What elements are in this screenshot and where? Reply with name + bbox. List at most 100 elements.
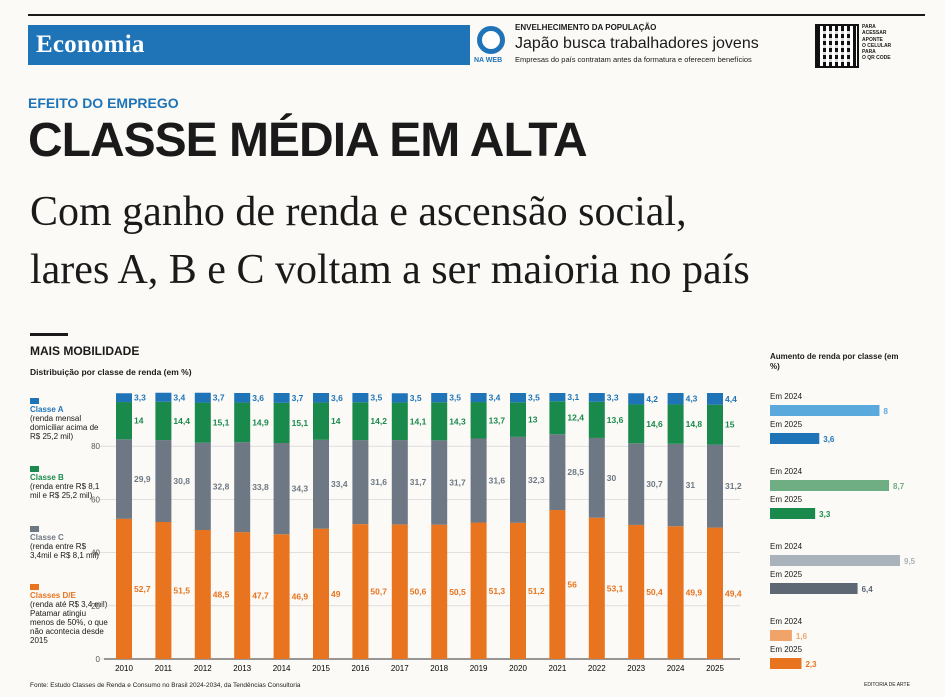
data-label: 3,7: [292, 393, 304, 403]
bar-segment: [549, 434, 566, 511]
bar-segment: [116, 402, 132, 440]
bar-segment: [313, 439, 329, 529]
bar-segment: [234, 532, 251, 659]
x-tick-label: 2013: [233, 664, 251, 673]
bar-segment: [588, 437, 605, 518]
graphic-title: MAIS MOBILIDADE: [30, 344, 140, 358]
bar-segment: [391, 440, 408, 525]
bar-segment: [667, 443, 684, 527]
bar-segment: [431, 393, 448, 403]
web-badge[interactable]: NA WEB: [474, 24, 506, 66]
data-label: 30,7: [646, 479, 663, 489]
data-label: 3,5: [449, 393, 461, 403]
growth-bar: [770, 405, 880, 416]
bar-segment: [628, 393, 645, 405]
bar-segment: [273, 443, 290, 535]
legend-name: Classe C: [30, 533, 64, 542]
bar-segment: [588, 517, 605, 659]
qr-text-line: APONTE: [862, 36, 883, 43]
legend-class-a: Classe A (renda mensal domiciliar acima …: [30, 398, 108, 441]
legend-class-c: Classe C (renda entre R$ 3,4mil e R$ 8,1…: [30, 526, 108, 560]
data-label: 13,6: [607, 415, 624, 425]
bar-segment: [549, 393, 566, 402]
bar-segment: [273, 534, 290, 659]
data-label: 3,4: [173, 392, 185, 402]
bar-segment: [628, 443, 645, 525]
bar-segment: [313, 402, 329, 440]
growth-value: 8,7: [893, 482, 905, 491]
data-label: 49: [331, 589, 341, 599]
data-label: 3,5: [410, 393, 422, 403]
growth-bar: [770, 630, 792, 641]
legend-name: Classe B: [30, 473, 64, 482]
data-label: 13,7: [489, 415, 506, 425]
growth-bar: [770, 508, 816, 519]
legend-desc: (renda mensal domiciliar acima de R$ 25,…: [30, 414, 99, 441]
x-tick-label: 2023: [627, 664, 645, 673]
bar-segment: [234, 393, 251, 403]
qr-text-line: PARA: [862, 24, 876, 30]
data-label: 3,5: [528, 393, 540, 403]
bar-segment: [707, 393, 723, 405]
qr-text-line: PARA: [862, 49, 876, 56]
data-label: 3,5: [370, 393, 382, 403]
data-label: 30,8: [173, 476, 190, 486]
data-label: 51,5: [173, 586, 190, 596]
bar-segment: [431, 524, 448, 659]
growth-chart-title: Aumento de renda por classe (em %): [770, 352, 899, 371]
qr-code-icon[interactable]: [815, 24, 859, 68]
y-tick-label: 40: [91, 549, 100, 558]
bar-segment: [194, 392, 211, 403]
data-label: 14: [331, 416, 341, 426]
bar-segment: [234, 442, 251, 533]
x-tick-label: 2014: [273, 664, 291, 673]
bar-segment: [313, 393, 329, 403]
y-tick-label: 80: [91, 442, 100, 451]
growth-value: 9,5: [904, 557, 916, 566]
data-label: 14,6: [646, 419, 663, 429]
x-tick-label: 2024: [667, 664, 685, 673]
x-tick-label: 2011: [155, 664, 173, 673]
x-tick-label: 2020: [509, 664, 527, 673]
data-label: 30: [607, 473, 617, 483]
data-label: 56: [567, 580, 577, 590]
growth-value: 6,4: [862, 585, 874, 594]
top-rule: [28, 14, 925, 16]
data-label: 12,4: [567, 413, 584, 423]
qr-text-line: O QR CODE: [862, 55, 891, 62]
bar-segment: [628, 404, 645, 444]
bar-segment: [194, 529, 211, 659]
bar-segment: [352, 524, 369, 659]
growth-year-label: Em 2024: [770, 617, 803, 626]
growth-bar: [770, 555, 900, 566]
growth-year-label: Em 2024: [770, 392, 803, 401]
bar-segment: [431, 440, 448, 525]
data-label: 50,5: [449, 587, 466, 597]
y-tick-label: 0: [96, 655, 101, 664]
section-name: Economia: [36, 31, 145, 58]
data-label: 3,1: [567, 392, 579, 402]
data-label: 14,2: [370, 416, 387, 426]
promo-title[interactable]: Japão busca trabalhadores jovens: [515, 35, 759, 52]
bar-segment: [707, 404, 723, 445]
data-label: 31,7: [410, 477, 427, 487]
data-label: 14,9: [252, 417, 269, 427]
bar-segment: [352, 402, 369, 441]
data-label: 31,6: [489, 476, 506, 486]
bar-segment: [707, 444, 723, 528]
growth-year-label: Em 2024: [770, 542, 803, 551]
article-kicker: EFEITO DO EMPREGO: [28, 95, 179, 111]
growth-value: 2,3: [805, 660, 817, 669]
data-label: 32,3: [528, 475, 545, 485]
bar-segment: [470, 393, 487, 403]
bar-segment: [431, 402, 448, 441]
bar-segment: [667, 526, 684, 659]
growth-value: 3,6: [823, 435, 835, 444]
data-label: 3,6: [252, 393, 264, 403]
bar-segment: [470, 438, 487, 523]
data-label: 47,7: [252, 591, 269, 601]
bar-segment: [194, 402, 211, 443]
x-tick-label: 2019: [470, 664, 488, 673]
x-tick-label: 2017: [391, 664, 409, 673]
